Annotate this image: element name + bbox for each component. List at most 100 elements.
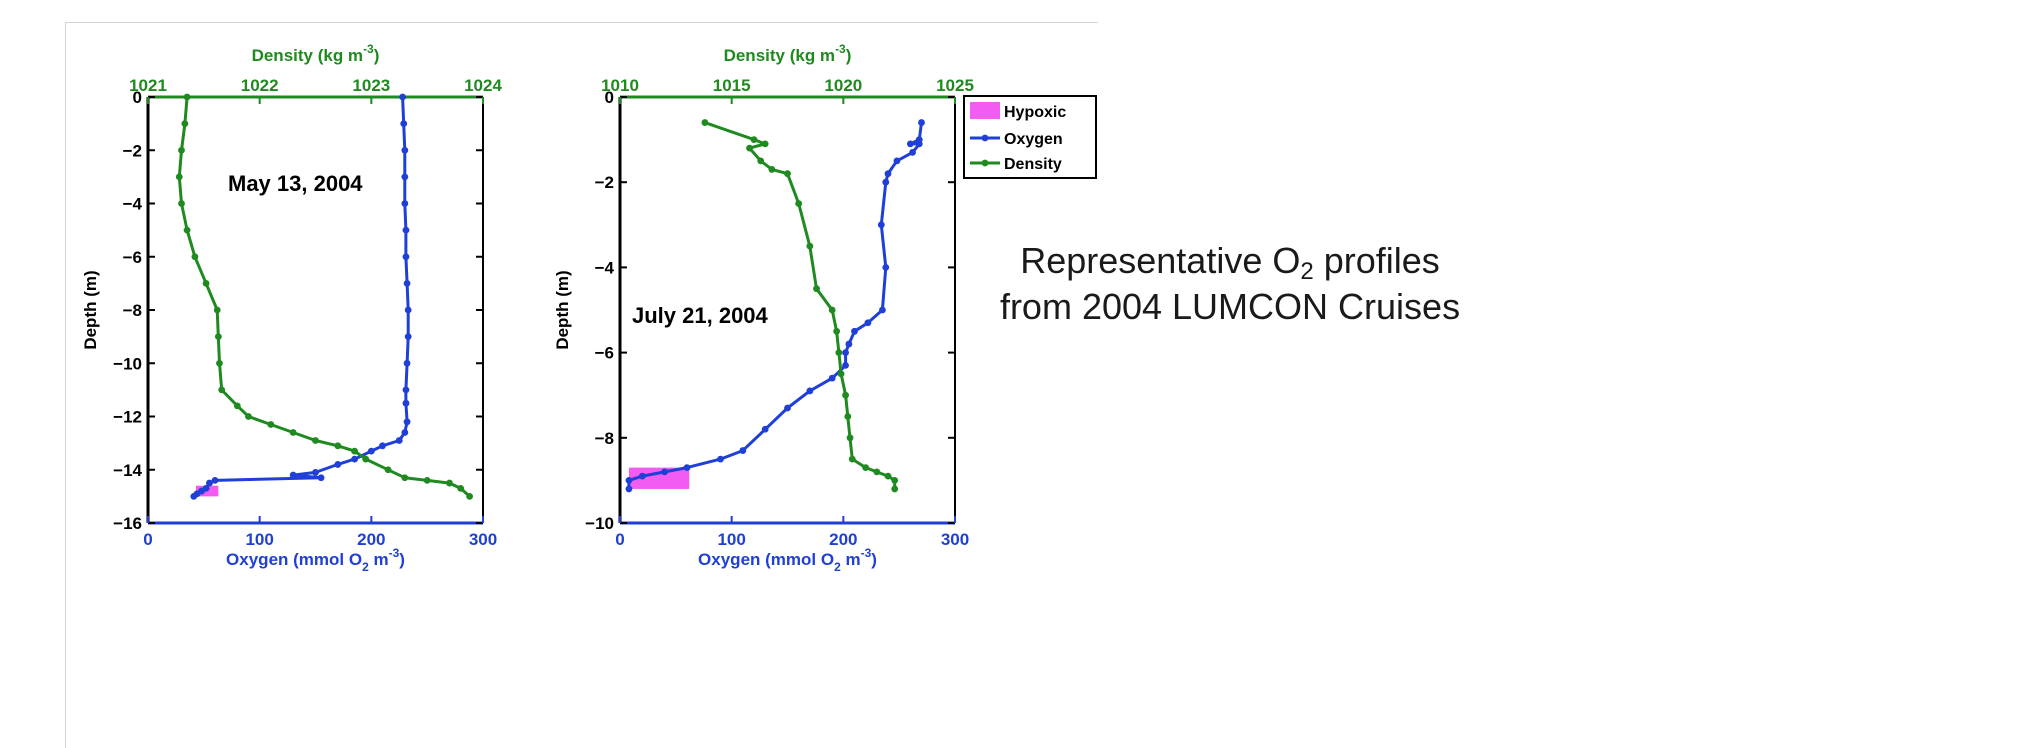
- panel-1-oxygen-point-1: [400, 120, 408, 128]
- panel-2-x-bottom-tick-label-1: 100: [717, 530, 745, 549]
- panel-1-x-bottom-tick-label-1: 100: [245, 530, 273, 549]
- panel-2-density-point-7: [795, 200, 803, 207]
- panel-2-density-point-0: [701, 119, 709, 126]
- panel-1-density-point-7: [202, 279, 210, 287]
- legend-density-marker: [981, 159, 989, 167]
- panel-1-oxygen-point-6: [402, 253, 410, 261]
- panel-1-density-point-8: [213, 306, 221, 314]
- panel-2-x-top-tick-label-2: 1020: [824, 76, 862, 95]
- panel-1-x-bottom-label: Oxygen (mmol O2 m-3): [226, 546, 405, 574]
- panel-2-oxygen-point-26: [625, 485, 633, 493]
- panel-1-oxygen-point-18: [351, 455, 358, 463]
- panel-2-x-top-label-sup: -3: [835, 42, 846, 56]
- panel-1-x-top-label-text: Density (kg m: [252, 46, 363, 65]
- panel-2-density-point-4: [757, 157, 765, 165]
- panel-1-oxygen-point-4: [401, 200, 409, 207]
- panel-1-density-point-19: [362, 455, 370, 463]
- panel-1-oxygen-point-20: [312, 469, 319, 476]
- panel-1-density-point-9: [214, 333, 222, 341]
- panel-2-density-point-10: [828, 306, 836, 314]
- panel-2-oxygen-point-20: [739, 447, 747, 454]
- panel-1-density-point-6: [191, 253, 199, 261]
- panel-1-oxygen-point-15: [395, 437, 403, 444]
- panel-1-oxygen-point-22: [317, 474, 325, 482]
- panel-1-y-tick-label-4: −8: [123, 301, 142, 320]
- panel-1-y-tick-label-5: −10: [113, 354, 142, 373]
- panel-2-x-top-tick-label-0: 1010: [601, 76, 639, 95]
- panel-1-oxygen-point-23: [211, 477, 219, 484]
- panel-1-density-point-14: [267, 421, 275, 428]
- panel-1-density-point-13: [245, 413, 252, 420]
- caption-line-1-text: Representative O: [1020, 240, 1301, 281]
- panel-2-oxygen-point-12: [851, 327, 858, 335]
- caption-subscript: 2: [1300, 258, 1314, 285]
- panel-2-oxygen-point-10: [879, 306, 886, 314]
- panel-2-density-point-1: [750, 136, 758, 144]
- panel-1-oxygen-point-12: [402, 399, 410, 407]
- panel-2-density-point-6: [784, 170, 791, 178]
- panel-1-date-label: May 13, 2004: [228, 171, 363, 196]
- panel-1-x-bottom-tick-label-0: 0: [143, 530, 152, 549]
- panel-1-density-point-16: [312, 437, 319, 444]
- panel-2-oxygen-point-0: [918, 119, 925, 126]
- panel-2-density-point-13: [837, 370, 845, 378]
- slide-caption: Representative O2 profiles from 2004 LUM…: [960, 238, 1500, 330]
- panel-2-density-point-8: [806, 242, 814, 250]
- panel-2-x-top-label: Density (kg m-3): [724, 42, 852, 65]
- panel-1-oxygen-point-8: [404, 306, 412, 314]
- panel-2-oxygen-point-4: [909, 148, 916, 156]
- panel-1-y-tick-label-8: −16: [113, 514, 142, 533]
- panel-2-x-bottom-tick-label-3: 300: [941, 530, 969, 549]
- panel-2-density-point-5: [768, 166, 776, 173]
- panel-1-density-point-18: [351, 447, 358, 455]
- panel-1-oxygen-point-28: [190, 492, 198, 500]
- panel-1-density-point-3: [175, 173, 183, 181]
- panel-1-x-top-label-sup: -3: [363, 42, 374, 56]
- panel-2-oxygen-point-3: [915, 140, 923, 148]
- panel-1-density-point-0: [183, 93, 191, 101]
- legend-hypoxic-label: Hypoxic: [1004, 104, 1066, 121]
- panel-1-x-top-tick-label-3: 1024: [464, 76, 502, 95]
- panel-1-oxygen-point-24: [206, 479, 213, 487]
- panel-1-density-point-15: [289, 429, 297, 436]
- panel-1-oxygen-point-21: [289, 471, 297, 479]
- panel-1-x-top-tick-label-2: 1023: [352, 76, 390, 95]
- panel-2-density-point-17: [848, 455, 856, 463]
- panel-1-oxygen-point-11: [402, 386, 410, 394]
- panel-2-oxygen-point-8: [877, 221, 885, 229]
- panel-2-x-top-label-close: ): [846, 46, 852, 65]
- panel-1-x-bottom-tick-label-2: 200: [357, 530, 385, 549]
- panel-2-oxygen-point-15: [842, 361, 849, 369]
- panel-2-hypoxic-region: [628, 467, 690, 489]
- panel-1-oxygen-point-2: [401, 146, 409, 154]
- panel-1-oxygen-point-10: [403, 359, 411, 367]
- panel-2-density-point-22: [891, 485, 899, 493]
- panel-2-x-top-tick-label-3: 1025: [936, 76, 974, 95]
- panel-1-x-bottom-label-unit: m: [369, 550, 389, 569]
- legend-oxygen-marker: [981, 134, 989, 142]
- panel-1-density-point-10: [216, 359, 223, 367]
- panel-1-x-top-tick-label-1: 1022: [241, 76, 279, 95]
- panel-1-x-bottom-tick-label-3: 300: [469, 530, 497, 549]
- panel-2-density-point-16: [846, 434, 854, 442]
- caption-line-1: Representative O2 profiles: [960, 238, 1500, 284]
- panel-2-density-point-2: [761, 140, 769, 148]
- panel-1-x-top-label-close: ): [374, 46, 380, 65]
- panel-1-density-point-12: [233, 402, 241, 410]
- panel-2-y-tick-label-1: −2: [595, 173, 614, 192]
- panel-2-x-bottom-tick-label-2: 200: [829, 530, 857, 549]
- legend: Hypoxic Oxygen Density: [963, 95, 1097, 179]
- panel-2-x-bottom-label-text: Oxygen (mmol O: [698, 550, 834, 569]
- panel-2-date-label: July 21, 2004: [632, 303, 769, 328]
- legend-density-label: Density: [1004, 156, 1062, 173]
- panel-2-y-tick-label-4: −8: [595, 429, 614, 448]
- panel-2-oxygen-point-11: [864, 319, 872, 327]
- panel-1-y-tick-label-3: −6: [123, 248, 142, 267]
- panel-1-density-point-22: [423, 477, 431, 484]
- panel-2-oxygen-point-13: [845, 340, 853, 348]
- panel-2-x-bottom-label-sub: 2: [834, 560, 841, 574]
- panel-1-oxygen-point-17: [367, 447, 375, 455]
